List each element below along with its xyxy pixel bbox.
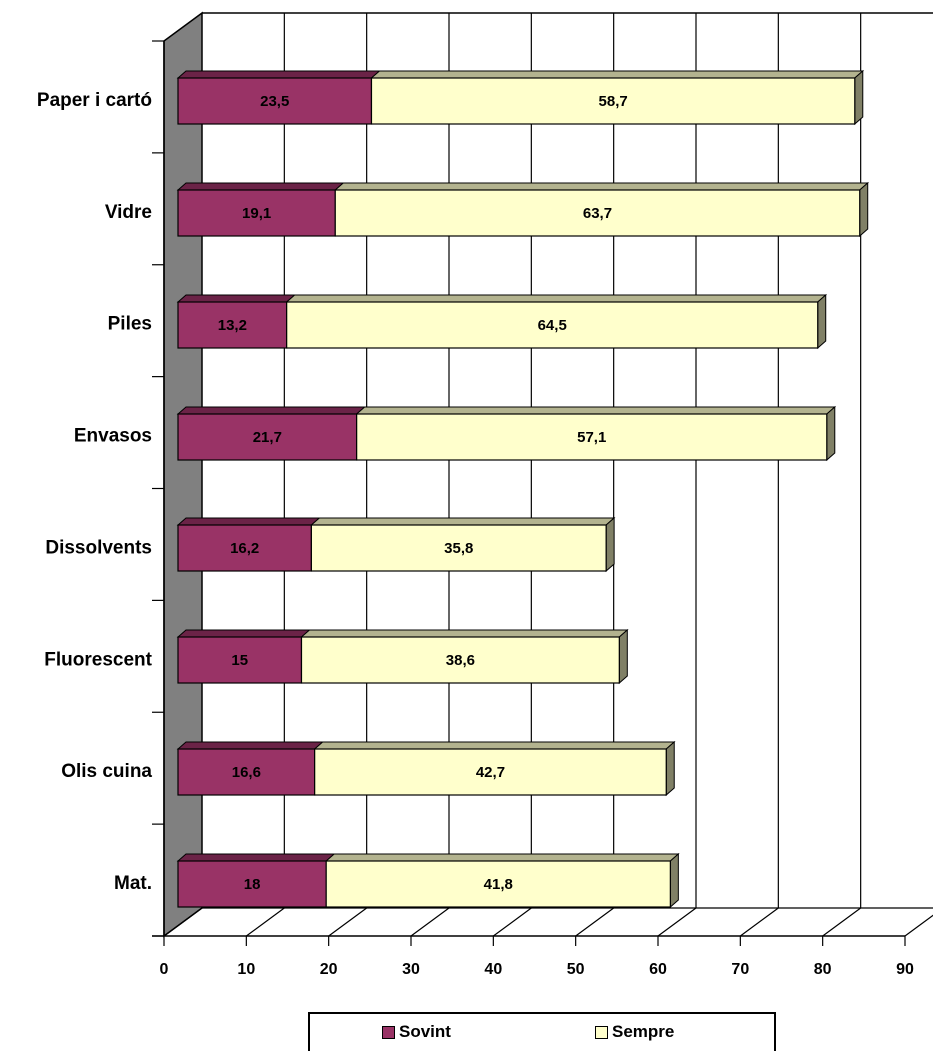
legend-label-sovint: Sovint bbox=[399, 1022, 451, 1041]
category-label: Envasos bbox=[74, 426, 152, 447]
data-label-sovint: 23,5 bbox=[260, 93, 289, 110]
category-label: Fluorescent bbox=[44, 649, 152, 670]
x-tick-label: 80 bbox=[814, 961, 832, 978]
bar-side-sempre bbox=[665, 740, 675, 797]
data-label-sempre: 57,1 bbox=[577, 429, 606, 446]
category-label: Paper i cartó bbox=[37, 90, 152, 111]
bar-top-sempre bbox=[300, 629, 629, 638]
legend-swatch-sovint bbox=[382, 1025, 395, 1039]
bar-top-sovint bbox=[176, 70, 381, 79]
bar-top-sempre bbox=[310, 517, 616, 526]
bar-sempre bbox=[356, 413, 828, 461]
bar-side-sempre bbox=[854, 69, 864, 126]
chart-walls bbox=[163, 11, 933, 938]
bar-sempre bbox=[314, 748, 667, 796]
x-tick-label: 50 bbox=[567, 961, 585, 978]
floor-line-40 bbox=[492, 907, 532, 937]
data-label-sovint: 16,6 bbox=[232, 764, 261, 781]
category-label: Dissolvents bbox=[45, 537, 152, 558]
floor-line-80 bbox=[822, 907, 862, 937]
data-label-sovint: 21,7 bbox=[253, 429, 282, 446]
floor-line-50 bbox=[575, 907, 615, 937]
bar-sempre bbox=[310, 524, 607, 572]
bar-sempre bbox=[286, 301, 819, 349]
bar-top-sempre bbox=[313, 741, 676, 750]
bar-top-sempre bbox=[370, 70, 865, 79]
data-label-sovint: 15 bbox=[231, 652, 248, 669]
category-label: Vidre bbox=[105, 202, 152, 223]
bar-side-sempre bbox=[618, 628, 628, 685]
bar-top-sovint bbox=[176, 853, 336, 862]
bar-sovint bbox=[177, 77, 373, 125]
bar-sovint bbox=[177, 636, 303, 684]
x-tick-label: 0 bbox=[160, 961, 169, 978]
category-label: Olis cuina bbox=[61, 761, 152, 782]
data-label-sempre: 42,7 bbox=[476, 764, 505, 781]
x-tick-label: 10 bbox=[237, 961, 255, 978]
x-tick-label: 70 bbox=[731, 961, 749, 978]
bar-top-sovint bbox=[176, 182, 345, 191]
data-label-sempre: 41,8 bbox=[484, 876, 513, 893]
bars bbox=[176, 69, 870, 909]
bar-sempre bbox=[300, 636, 620, 684]
gridlines bbox=[163, 13, 933, 937]
bar-side-sempre bbox=[817, 293, 827, 350]
bar-top-sempre bbox=[333, 182, 870, 191]
bar-sovint bbox=[177, 860, 327, 908]
bar-side-sempre bbox=[605, 516, 615, 573]
data-label-sovint: 13,2 bbox=[218, 317, 247, 334]
data-label-sempre: 64,5 bbox=[538, 317, 567, 334]
floor-line-30 bbox=[410, 907, 450, 937]
category-label: Piles bbox=[108, 314, 152, 335]
bar-sempre bbox=[370, 77, 856, 125]
legend: Sovint Sempre bbox=[308, 1012, 776, 1051]
bar-top-sempre bbox=[324, 853, 680, 862]
x-tick-label: 60 bbox=[649, 961, 667, 978]
floor-line-0 bbox=[163, 907, 203, 937]
x-tick-label: 30 bbox=[402, 961, 420, 978]
bar-side-sempre bbox=[669, 852, 679, 909]
side-wall bbox=[163, 11, 203, 938]
legend-item-sempre: Sempre bbox=[595, 1022, 674, 1042]
bar-top-sovint bbox=[176, 517, 321, 526]
floor-line-60 bbox=[657, 907, 697, 937]
bar-top-sovint bbox=[176, 406, 366, 415]
floor-line-10 bbox=[245, 907, 285, 937]
x-tick-label: 20 bbox=[320, 961, 338, 978]
bar-side-sempre bbox=[826, 405, 836, 462]
floor-line-20 bbox=[328, 907, 368, 937]
bar-sovint bbox=[177, 748, 316, 796]
x-tick-label: 90 bbox=[896, 961, 914, 978]
floor-line-70 bbox=[739, 907, 779, 937]
bar-top-sovint bbox=[176, 294, 297, 303]
bar-sempre bbox=[334, 189, 861, 237]
bar-sovint bbox=[177, 524, 312, 572]
data-label-sovint: 18 bbox=[244, 876, 261, 893]
bar-top-sempre bbox=[355, 406, 837, 415]
bar-sovint bbox=[177, 413, 358, 461]
x-tick-label: 40 bbox=[484, 961, 502, 978]
bar-top-sovint bbox=[176, 741, 325, 750]
bar-top-sovint bbox=[176, 629, 311, 638]
floor-line-90 bbox=[904, 914, 933, 937]
bar-top-sempre bbox=[285, 294, 828, 303]
data-label-sempre: 63,7 bbox=[583, 205, 612, 222]
data-label-sempre: 35,8 bbox=[444, 540, 473, 557]
bar-sempre bbox=[325, 860, 671, 908]
legend-label-sempre: Sempre bbox=[612, 1022, 675, 1041]
axes bbox=[152, 40, 906, 946]
data-label-sempre: 58,7 bbox=[599, 93, 628, 110]
legend-item-sovint: Sovint bbox=[382, 1022, 451, 1042]
data-label-sempre: 38,6 bbox=[446, 652, 475, 669]
data-label-sovint: 19,1 bbox=[242, 205, 271, 222]
category-label: Mat. bbox=[114, 873, 152, 894]
legend-swatch-sempre bbox=[595, 1025, 608, 1039]
labels: 23,5 58,7 Paper i cartó 19,1 63,7 Vidre 13,2 64… bbox=[37, 90, 914, 978]
bar-side-sempre bbox=[859, 181, 869, 238]
bar-sovint bbox=[177, 301, 288, 349]
data-label-sovint: 16,2 bbox=[230, 540, 259, 557]
